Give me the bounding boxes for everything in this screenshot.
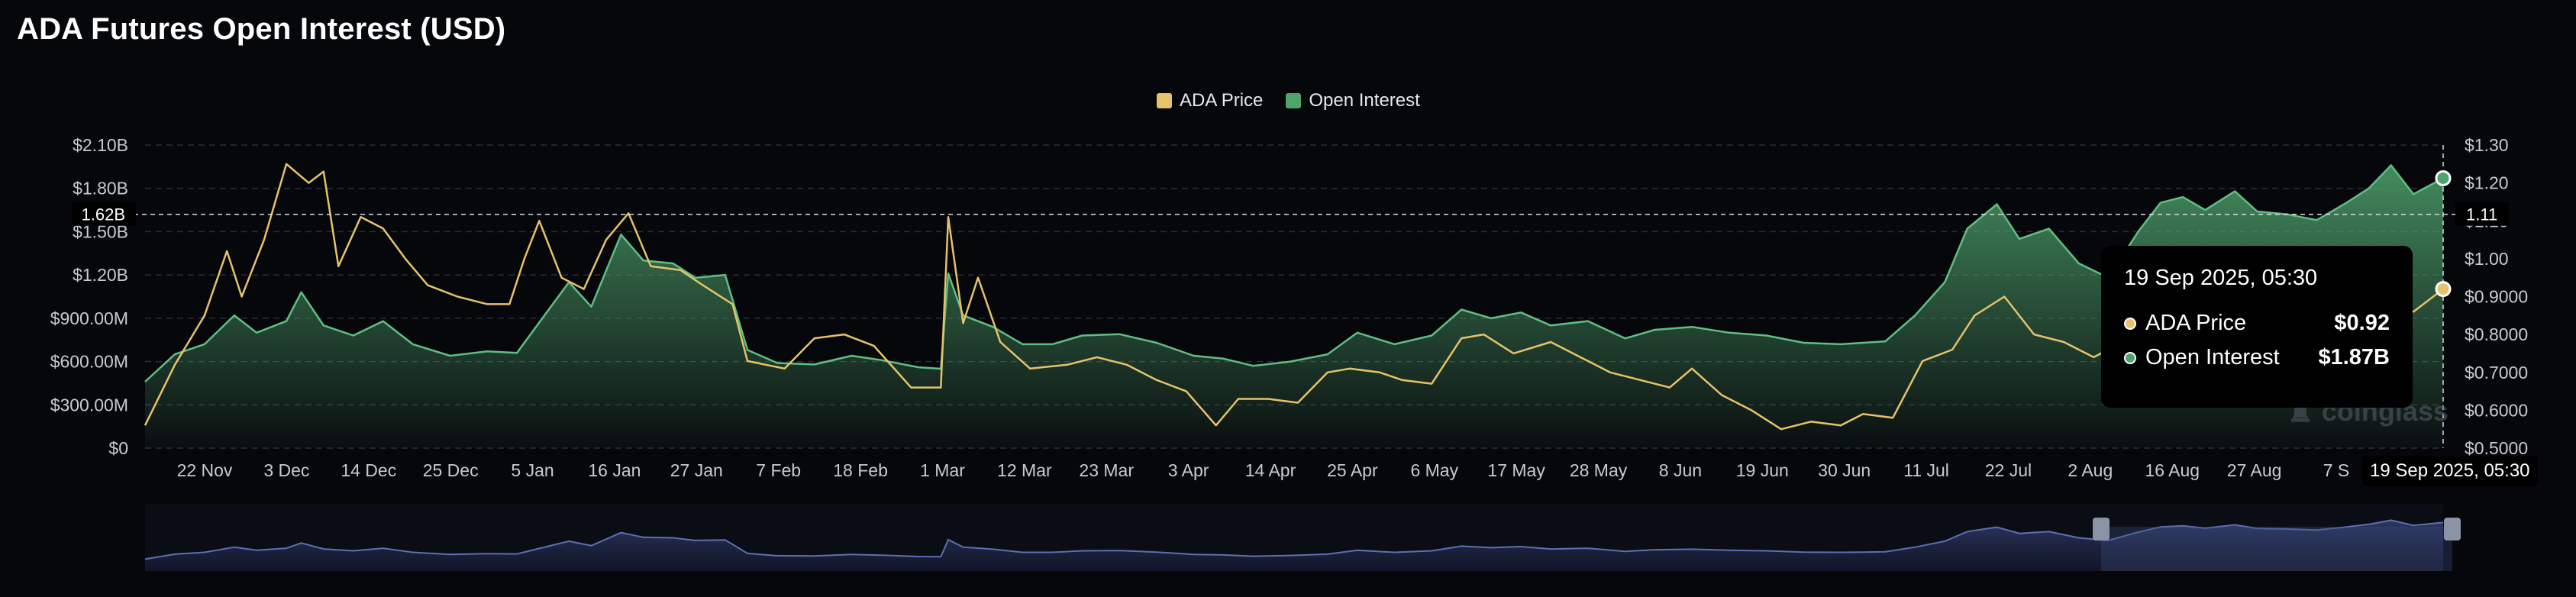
x-tick-label: 28 May	[1570, 460, 1628, 480]
legend-swatch-price	[1157, 93, 1172, 108]
ada-price-marker	[2435, 281, 2452, 298]
x-tick-label: 12 Mar	[997, 460, 1052, 480]
y-left-tick-label: $2.10B	[73, 135, 128, 155]
tooltip-oi-dot-icon	[2124, 351, 2136, 364]
x-tick-label: 19 Jun	[1736, 460, 1789, 480]
ada-price-line[interactable]	[144, 163, 2444, 431]
legend-label-price: ADA Price	[1180, 90, 1264, 111]
x-tick-label: 23 Mar	[1079, 460, 1134, 480]
x-tick-label: 25 Dec	[423, 460, 479, 480]
y-left-tick-label: $1.20B	[73, 265, 128, 285]
navigator-selection[interactable]	[2101, 527, 2452, 571]
x-tick-label: 2 Aug	[2068, 460, 2113, 480]
legend-item-oi[interactable]: Open Interest	[1286, 90, 1420, 111]
crosshair-left-label-bg	[72, 202, 136, 226]
x-tick-label: 22 Nov	[177, 460, 233, 480]
data-tooltip: 19 Sep 2025, 05:30 ADA Price $0.92 Open …	[2101, 246, 2413, 408]
x-tick-label: 5 Jan	[511, 460, 554, 480]
y-right-tick-label: $0.8000	[2465, 324, 2528, 344]
tooltip-date: 19 Sep 2025, 05:30	[2124, 266, 2318, 290]
chart-legend: ADA Price Open Interest	[1157, 90, 1420, 111]
crosshair-right-label: 1.11	[2466, 205, 2497, 224]
crosshair-right-label-bg	[2455, 202, 2509, 226]
x-tick-label: 18 Feb	[833, 460, 888, 480]
x-tick-label: 14 Apr	[1245, 460, 1296, 480]
x-tick-label: 8 Jun	[1659, 460, 1702, 480]
y-right-tick-label: $1.00	[2465, 249, 2509, 269]
tooltip-price-dot-icon	[2124, 317, 2136, 330]
navigator-handle-right-icon[interactable]	[2444, 518, 2461, 541]
x-tick-label: 14 Dec	[341, 460, 396, 480]
legend-label-oi: Open Interest	[1309, 90, 1420, 111]
tooltip-row-price: ADA Price $0.92	[2124, 311, 2390, 336]
x-tick-label: 17 May	[1487, 460, 1545, 480]
x-tick-label: 16 Aug	[2145, 460, 2200, 480]
x-tick-label: 6 May	[1410, 460, 1458, 480]
legend-swatch-oi	[1286, 93, 1302, 108]
y-right-tick-label: $0.9000	[2465, 287, 2528, 307]
navigator-area	[145, 520, 2443, 571]
y-right-tick-label: $0.5000	[2465, 438, 2528, 458]
tooltip-price-label: ADA Price	[2145, 311, 2247, 335]
y-left-tick-label: $0	[108, 438, 128, 458]
x-tick-label: 11 Jul	[1903, 460, 1949, 480]
y-left-tick-label: $600.00M	[50, 352, 128, 372]
tooltip-row-oi: Open Interest $1.87B	[2124, 345, 2390, 370]
legend-item-price[interactable]: ADA Price	[1157, 90, 1263, 111]
y-left-tick-label: $1.80B	[73, 179, 128, 198]
open-interest-area	[145, 165, 2443, 448]
x-tick-label: 27 Jan	[670, 460, 723, 480]
crosshair-left-label: 1.62B	[82, 205, 126, 224]
tooltip-oi-value: $1.87B	[2318, 345, 2390, 369]
x-tick-label: 30 Jun	[1818, 460, 1871, 480]
x-tick-label: 3 Dec	[263, 460, 309, 480]
y-left-tick-label: $900.00M	[50, 308, 128, 328]
y-right-tick-label: $1.20	[2465, 173, 2509, 193]
tooltip-price-value: $0.92	[2334, 311, 2390, 335]
x-tick-label: 3 Apr	[1168, 460, 1209, 480]
navigator-handle-left-icon[interactable]	[2093, 518, 2110, 541]
x-tick-label: 7 Feb	[756, 460, 801, 480]
y-right-tick-label: $0.7000	[2465, 363, 2528, 382]
x-tick-label: 1 Mar	[920, 460, 965, 480]
x-tick-label: 7 S	[2323, 460, 2350, 480]
open-interest-marker	[2435, 169, 2452, 186]
chart-title: ADA Futures Open Interest (USD)	[17, 12, 506, 46]
crosshair-date-badge: 19 Sep 2025, 05:30	[2362, 456, 2538, 486]
y-right-tick-label: $0.6000	[2465, 400, 2528, 420]
tooltip-oi-label: Open Interest	[2145, 345, 2280, 369]
y-left-tick-label: $300.00M	[50, 395, 128, 415]
x-tick-label: 25 Apr	[1327, 460, 1378, 480]
x-tick-label: 22 Jul	[1985, 460, 2032, 480]
x-tick-label: 16 Jan	[588, 460, 641, 480]
y-right-tick-label: $1.30	[2465, 135, 2509, 155]
x-tick-label: 27 Aug	[2227, 460, 2282, 480]
